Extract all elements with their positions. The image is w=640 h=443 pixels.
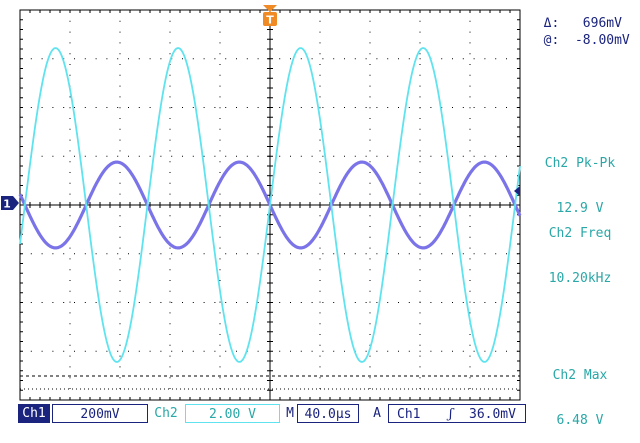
- trigger-level-marker[interactable]: [514, 186, 520, 196]
- trigger-source: Ch1: [397, 407, 421, 422]
- measurement-max[interactable]: Ch2 Max 6.48 V: [525, 338, 635, 443]
- trigger-settings[interactable]: Ch1 ʃ 36.0mV: [388, 404, 526, 423]
- cursor-at-value: -8.00mV: [574, 33, 630, 48]
- measurement-freq[interactable]: Ch2 Freq 10.20kHz: [525, 196, 635, 301]
- measurement-label: Ch2 Pk-Pk: [544, 156, 616, 171]
- ch2-scale: 2.00 V: [185, 404, 280, 423]
- measurement-label: Ch2 Freq: [548, 226, 612, 241]
- trigger-slope-icon: ʃ: [449, 407, 453, 422]
- waveform-traces: [18, 47, 522, 363]
- measurement-value: 6.48 V: [556, 413, 604, 428]
- trigger-mode: A: [373, 406, 381, 421]
- ch1-ground-label: 1: [3, 198, 11, 211]
- measurement-value: 12.9 V: [556, 201, 604, 216]
- measurement-value: 10.20kHz: [548, 271, 612, 286]
- ch1-scale: 200mV: [52, 404, 148, 423]
- trace-ch2: [19, 47, 521, 363]
- graticule-grid: [19, 9, 521, 401]
- scope-display: T 1: [1, 5, 522, 401]
- ch1-ground-marker[interactable]: 1: [1, 196, 19, 211]
- cursor-at-readout: @: -8.00mV: [528, 18, 630, 48]
- timebase-label: M: [286, 406, 294, 421]
- trigger-position-marker[interactable]: T: [263, 5, 277, 27]
- cursor-delta-readout: Δ: 696mV: [528, 1, 622, 31]
- ch2-badge[interactable]: Ch2: [154, 406, 178, 421]
- cursor-at-label: @:: [543, 33, 560, 48]
- cursor-delta-label: Δ:: [543, 16, 560, 31]
- trigger-marker-label: T: [266, 14, 274, 27]
- measurement-pk-pk[interactable]: Ch2 Pk-Pk 12.9 V: [525, 126, 635, 231]
- ch1-badge[interactable]: Ch1: [18, 404, 50, 423]
- measurement-label: Ch2 Max: [552, 368, 608, 383]
- cursor-delta-value: 696mV: [582, 16, 622, 31]
- trigger-level: 36.0mV: [469, 407, 516, 422]
- timebase-value[interactable]: 40.0µs: [297, 404, 359, 423]
